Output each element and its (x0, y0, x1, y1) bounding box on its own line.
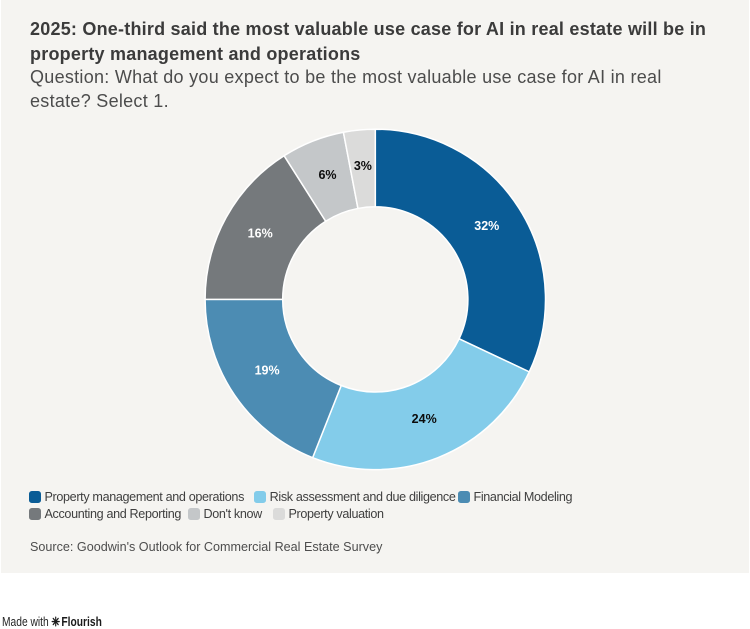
svg-text:16%: 16% (248, 226, 273, 240)
svg-text:19%: 19% (255, 364, 280, 378)
svg-text:32%: 32% (474, 219, 499, 233)
svg-text:6%: 6% (318, 168, 336, 182)
svg-text:3%: 3% (354, 159, 372, 173)
svg-text:24%: 24% (412, 412, 437, 426)
